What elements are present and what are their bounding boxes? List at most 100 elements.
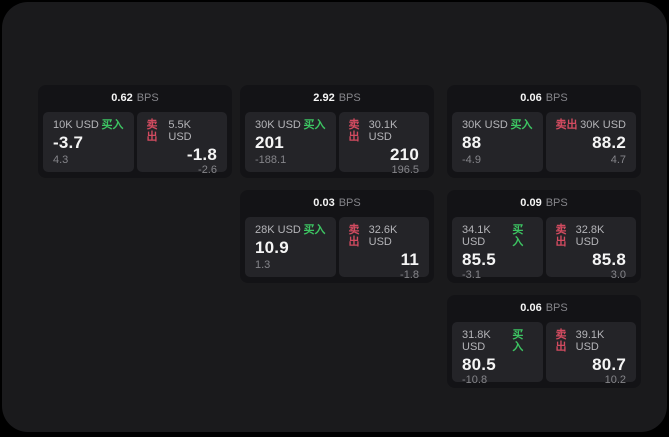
buy-price: -3.7 [53,133,84,152]
spread-quote-card: 0.06 BPS 30K USD 买入 88 -4.9 卖出 30K USD 8… [447,85,641,178]
spread-unit-label: BPS [545,92,568,104]
buy-panel-top-row: 28K USD 买入 [255,224,326,236]
sell-delta: 196.5 [391,164,419,176]
sell-quote-panel[interactable]: 卖出 30.1K USD 210 196.5 [338,112,429,176]
buy-quote-panel[interactable]: 31.8K USD 买入 80.5 -10.8 [452,322,543,386]
sell-amount: 32.6K USD [368,224,398,248]
spread-value: 0.62 [111,92,133,104]
spread-quote-card: 0.62 BPS 10K USD 买入 -3.7 4.3 卖出 5.5K USD… [38,85,232,178]
sell-quote-panel[interactable]: 卖出 30K USD 88.2 4.7 [545,112,636,172]
buy-amount: 30K USD [462,119,508,131]
buy-quote-panel[interactable]: 10K USD 买入 -3.7 4.3 [43,112,134,172]
buy-price: 85.5 [462,250,496,269]
spread-header: 0.06 BPS [447,295,641,322]
buy-side-label: 买入 [510,119,533,131]
buy-side-label: 买入 [303,119,326,131]
spread-quote-card: 0.06 BPS 31.8K USD 买入 80.5 -10.8 卖出 39.1… [447,295,641,388]
buy-quote-panel[interactable]: 34.1K USD 买入 85.5 -3.1 [452,217,543,281]
buy-delta: 4.3 [53,154,69,166]
sell-amount: 30.1K USD [368,119,398,143]
buy-side-label: 买入 [303,224,326,236]
sell-price: -1.8 [186,145,217,164]
sell-delta: 3.0 [610,269,626,281]
buy-delta: -188.1 [255,154,287,166]
buy-delta: -3.1 [462,269,481,281]
buy-panel-top-row: 30K USD 买入 [255,119,326,131]
sell-side-label: 卖出 [146,119,158,143]
sell-price: 88.2 [592,133,626,152]
sell-price: 85.8 [592,250,626,269]
spread-value: 0.06 [520,92,542,104]
sell-side-label: 卖出 [348,224,360,248]
buy-side-label: 买入 [512,329,524,353]
sell-quote-panel[interactable]: 卖出 39.1K USD 80.7 10.2 [545,322,636,386]
sell-delta: 10.2 [604,374,626,386]
sell-panel-top-row: 卖出 30.1K USD [349,119,420,143]
spread-quote-card: 0.03 BPS 28K USD 买入 10.9 1.3 卖出 32.6K US… [240,190,434,283]
quote-panels: 31.8K USD 买入 80.5 -10.8 卖出 39.1K USD 80.… [447,322,641,386]
buy-delta: 1.3 [255,259,271,271]
buy-price: 88 [462,133,482,152]
buy-amount: 30K USD [255,119,301,131]
buy-amount: 34.1K USD [462,224,491,248]
sell-panel-top-row: 卖出 39.1K USD [556,329,627,353]
spread-value: 0.09 [520,197,542,209]
sell-amount: 32.8K USD [575,224,605,248]
buy-panel-top-row: 10K USD 买入 [53,119,124,131]
sell-delta: 4.7 [610,154,626,166]
spread-header: 0.09 BPS [447,190,641,217]
buy-delta: -4.9 [462,154,481,166]
buy-price: 10.9 [255,238,289,257]
sell-side-label: 卖出 [555,224,567,248]
sell-panel-top-row: 卖出 5.5K USD [147,119,218,143]
sell-delta: -1.8 [400,269,419,281]
buy-side-label: 买入 [101,119,124,131]
sell-panel-top-row: 卖出 32.6K USD [349,224,420,248]
spread-quote-card: 2.92 BPS 30K USD 买入 201 -188.1 卖出 30.1K … [240,85,434,178]
spread-unit-label: BPS [545,302,568,314]
quote-panels: 30K USD 买入 201 -188.1 卖出 30.1K USD 210 1… [240,112,434,176]
buy-quote-panel[interactable]: 28K USD 买入 10.9 1.3 [245,217,336,277]
sell-price: 210 [390,145,419,164]
sell-panel-top-row: 卖出 30K USD [556,119,627,131]
spread-unit-label: BPS [545,197,568,209]
buy-panel-top-row: 31.8K USD 买入 [462,329,533,353]
sell-amount: 30K USD [580,119,626,131]
spread-header: 0.06 BPS [447,85,641,112]
spread-value: 0.06 [520,302,542,314]
sell-panel-top-row: 卖出 32.8K USD [556,224,627,248]
sell-quote-panel[interactable]: 卖出 5.5K USD -1.8 -2.6 [136,112,227,176]
buy-quote-panel[interactable]: 30K USD 买入 201 -188.1 [245,112,336,172]
buy-quote-panel[interactable]: 30K USD 买入 88 -4.9 [452,112,543,172]
spread-quote-card: 0.09 BPS 34.1K USD 买入 85.5 -3.1 卖出 32.8K… [447,190,641,283]
sell-amount: 5.5K USD [168,119,192,143]
sell-delta: -2.6 [198,164,217,176]
spread-header: 0.03 BPS [240,190,434,217]
sell-price: 80.7 [592,355,626,374]
buy-amount: 31.8K USD [462,329,491,353]
quote-panels: 30K USD 买入 88 -4.9 卖出 30K USD 88.2 4.7 [447,112,641,172]
spread-header: 2.92 BPS [240,85,434,112]
spread-header: 0.62 BPS [38,85,232,112]
spread-value: 0.03 [313,197,335,209]
sell-amount: 39.1K USD [575,329,605,353]
quote-board-surface: 0.62 BPS 10K USD 买入 -3.7 4.3 卖出 5.5K USD… [2,2,667,432]
buy-amount: 28K USD [255,224,301,236]
buy-panel-top-row: 34.1K USD 买入 [462,224,533,248]
quote-panels: 10K USD 买入 -3.7 4.3 卖出 5.5K USD -1.8 -2.… [38,112,232,176]
sell-price: 11 [400,250,419,269]
sell-side-label: 卖出 [555,329,567,353]
quote-panels: 28K USD 买入 10.9 1.3 卖出 32.6K USD 11 -1.8 [240,217,434,281]
buy-delta: -10.8 [462,374,488,386]
spread-unit-label: BPS [338,92,361,104]
buy-price: 201 [255,133,284,152]
spread-unit-label: BPS [136,92,159,104]
sell-quote-panel[interactable]: 卖出 32.8K USD 85.8 3.0 [545,217,636,281]
buy-panel-top-row: 30K USD 买入 [462,119,533,131]
sell-quote-panel[interactable]: 卖出 32.6K USD 11 -1.8 [338,217,429,281]
buy-side-label: 买入 [512,224,524,248]
buy-amount: 10K USD [53,119,99,131]
buy-price: 80.5 [462,355,496,374]
quote-panels: 34.1K USD 买入 85.5 -3.1 卖出 32.8K USD 85.8… [447,217,641,281]
spread-unit-label: BPS [338,197,361,209]
